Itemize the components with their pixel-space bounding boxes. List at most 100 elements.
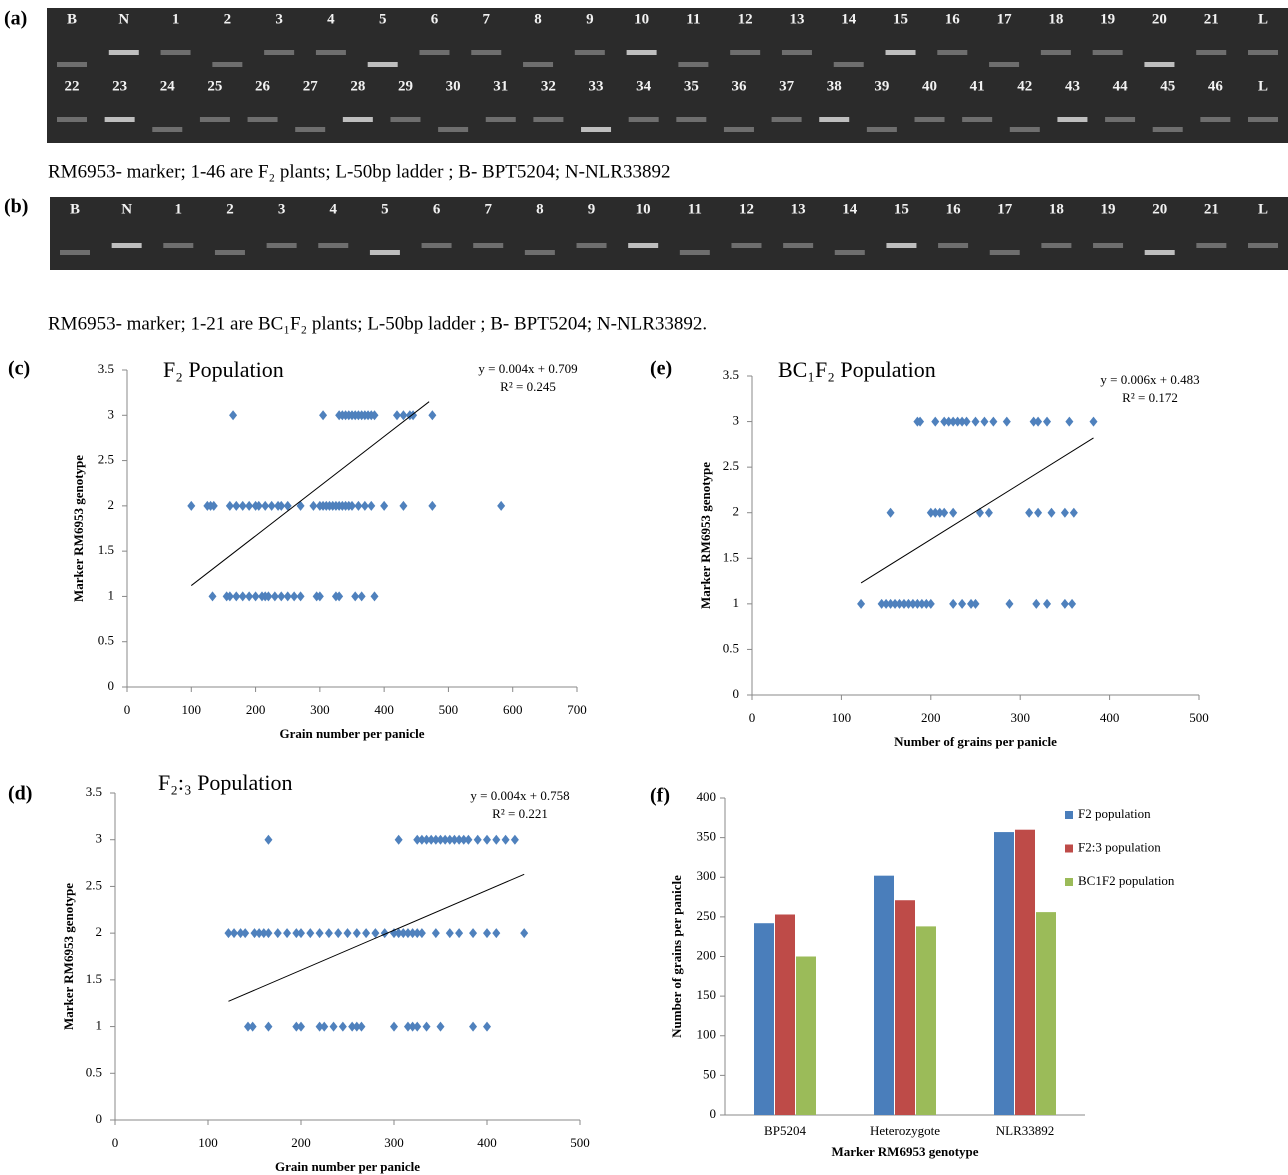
x-tick-label: BP5204 — [764, 1123, 806, 1138]
bar — [874, 876, 894, 1115]
x-tick-label: 500 — [439, 702, 459, 717]
lane-label: 1 — [172, 11, 180, 27]
panel-label: (e) — [650, 358, 672, 380]
y-tick-label: 50 — [703, 1066, 716, 1081]
gel-band — [200, 117, 230, 122]
lane-label: B — [70, 201, 80, 217]
lane-label: L — [1258, 78, 1268, 94]
gel-band — [867, 127, 897, 132]
x-tick-label: 100 — [182, 702, 202, 717]
y-axis-title: Marker RM6953 genotype — [61, 883, 76, 1030]
gel-band — [834, 62, 864, 67]
y-tick-label: 3.5 — [98, 361, 114, 376]
x-axis-title: Grain number per panicle — [279, 726, 424, 741]
gel-band — [989, 62, 1019, 67]
lane-label: 2 — [226, 201, 234, 217]
lane-label: 12 — [739, 201, 754, 217]
gel-band — [343, 117, 373, 122]
gel-band — [248, 117, 278, 122]
gel-band — [215, 250, 245, 255]
gel-band — [819, 117, 849, 122]
gel-band — [109, 50, 139, 55]
data-point — [469, 928, 477, 938]
lane-label: 15 — [894, 201, 909, 217]
gel-band — [163, 243, 193, 248]
data-point — [1034, 417, 1042, 427]
gel-band — [990, 250, 1020, 255]
gel-band — [267, 243, 297, 248]
y-axis-title: Marker RM6953 genotype — [71, 455, 86, 602]
gel-band — [772, 117, 802, 122]
panel-label: (c) — [8, 358, 30, 380]
gel-band — [419, 50, 449, 55]
lane-label: 16 — [945, 11, 961, 27]
data-point — [413, 1022, 421, 1032]
gel-band — [161, 50, 191, 55]
y-tick-label: 1.5 — [86, 971, 102, 986]
data-point — [274, 928, 282, 938]
data-point — [483, 835, 491, 845]
lane-label: 29 — [398, 78, 413, 94]
data-point — [446, 928, 454, 938]
gel-band — [264, 50, 294, 55]
data-point — [989, 417, 997, 427]
data-point — [474, 835, 482, 845]
x-tick-label: 100 — [832, 710, 852, 725]
trend-equation: y = 0.006x + 0.483 — [1100, 372, 1199, 387]
bar — [775, 914, 795, 1115]
data-point — [972, 417, 980, 427]
data-point — [1068, 599, 1076, 609]
y-tick-label: 0 — [733, 686, 740, 701]
lane-label: 17 — [997, 11, 1013, 27]
y-tick-label: 2 — [733, 504, 740, 519]
x-tick-label: 500 — [1189, 710, 1209, 725]
data-point — [1005, 599, 1013, 609]
y-tick-label: 3 — [96, 831, 103, 846]
bar — [796, 957, 816, 1116]
data-point — [1090, 417, 1098, 427]
data-point — [229, 410, 237, 420]
lane-label: 14 — [842, 201, 858, 217]
gel-band — [676, 117, 706, 122]
data-point — [423, 1022, 431, 1032]
data-point — [297, 1022, 305, 1032]
trendline — [228, 874, 524, 1001]
gel-band — [629, 117, 659, 122]
gel-band — [915, 117, 945, 122]
y-tick-label: 150 — [697, 987, 717, 1002]
lane-label: 43 — [1065, 78, 1080, 94]
y-tick-label: 1.5 — [98, 542, 114, 557]
x-tick-label: 700 — [567, 702, 587, 717]
data-point — [371, 591, 379, 601]
lane-label: 21 — [1204, 11, 1219, 27]
y-tick-label: 300 — [697, 868, 717, 883]
lane-label: 27 — [303, 78, 319, 94]
gel-band — [962, 117, 992, 122]
gel-band — [1196, 50, 1226, 55]
data-point — [395, 835, 403, 845]
lane-label: 18 — [1049, 201, 1064, 217]
bar — [895, 900, 915, 1115]
data-point — [249, 1022, 257, 1032]
y-tick-label: 0 — [96, 1111, 103, 1126]
gel-band — [678, 62, 708, 67]
data-point — [316, 928, 324, 938]
data-point — [344, 928, 352, 938]
data-point — [320, 1022, 328, 1032]
x-tick-label: 0 — [749, 710, 756, 725]
data-point — [297, 501, 305, 511]
trend-r2: R² = 0.221 — [492, 806, 548, 821]
gel-band — [1041, 243, 1071, 248]
lane-label: 13 — [791, 201, 806, 217]
gel-band — [1093, 243, 1123, 248]
figure: (a)BN123456789101112131415161718192021L2… — [0, 0, 1288, 1175]
lane-label: 44 — [1113, 78, 1129, 94]
data-point — [927, 599, 935, 609]
gel-band — [1093, 50, 1123, 55]
data-point — [857, 599, 865, 609]
data-point — [319, 410, 327, 420]
gel-band — [486, 117, 516, 122]
gel-band — [1248, 50, 1278, 55]
data-point — [1043, 599, 1051, 609]
lane-label: 42 — [1017, 78, 1032, 94]
